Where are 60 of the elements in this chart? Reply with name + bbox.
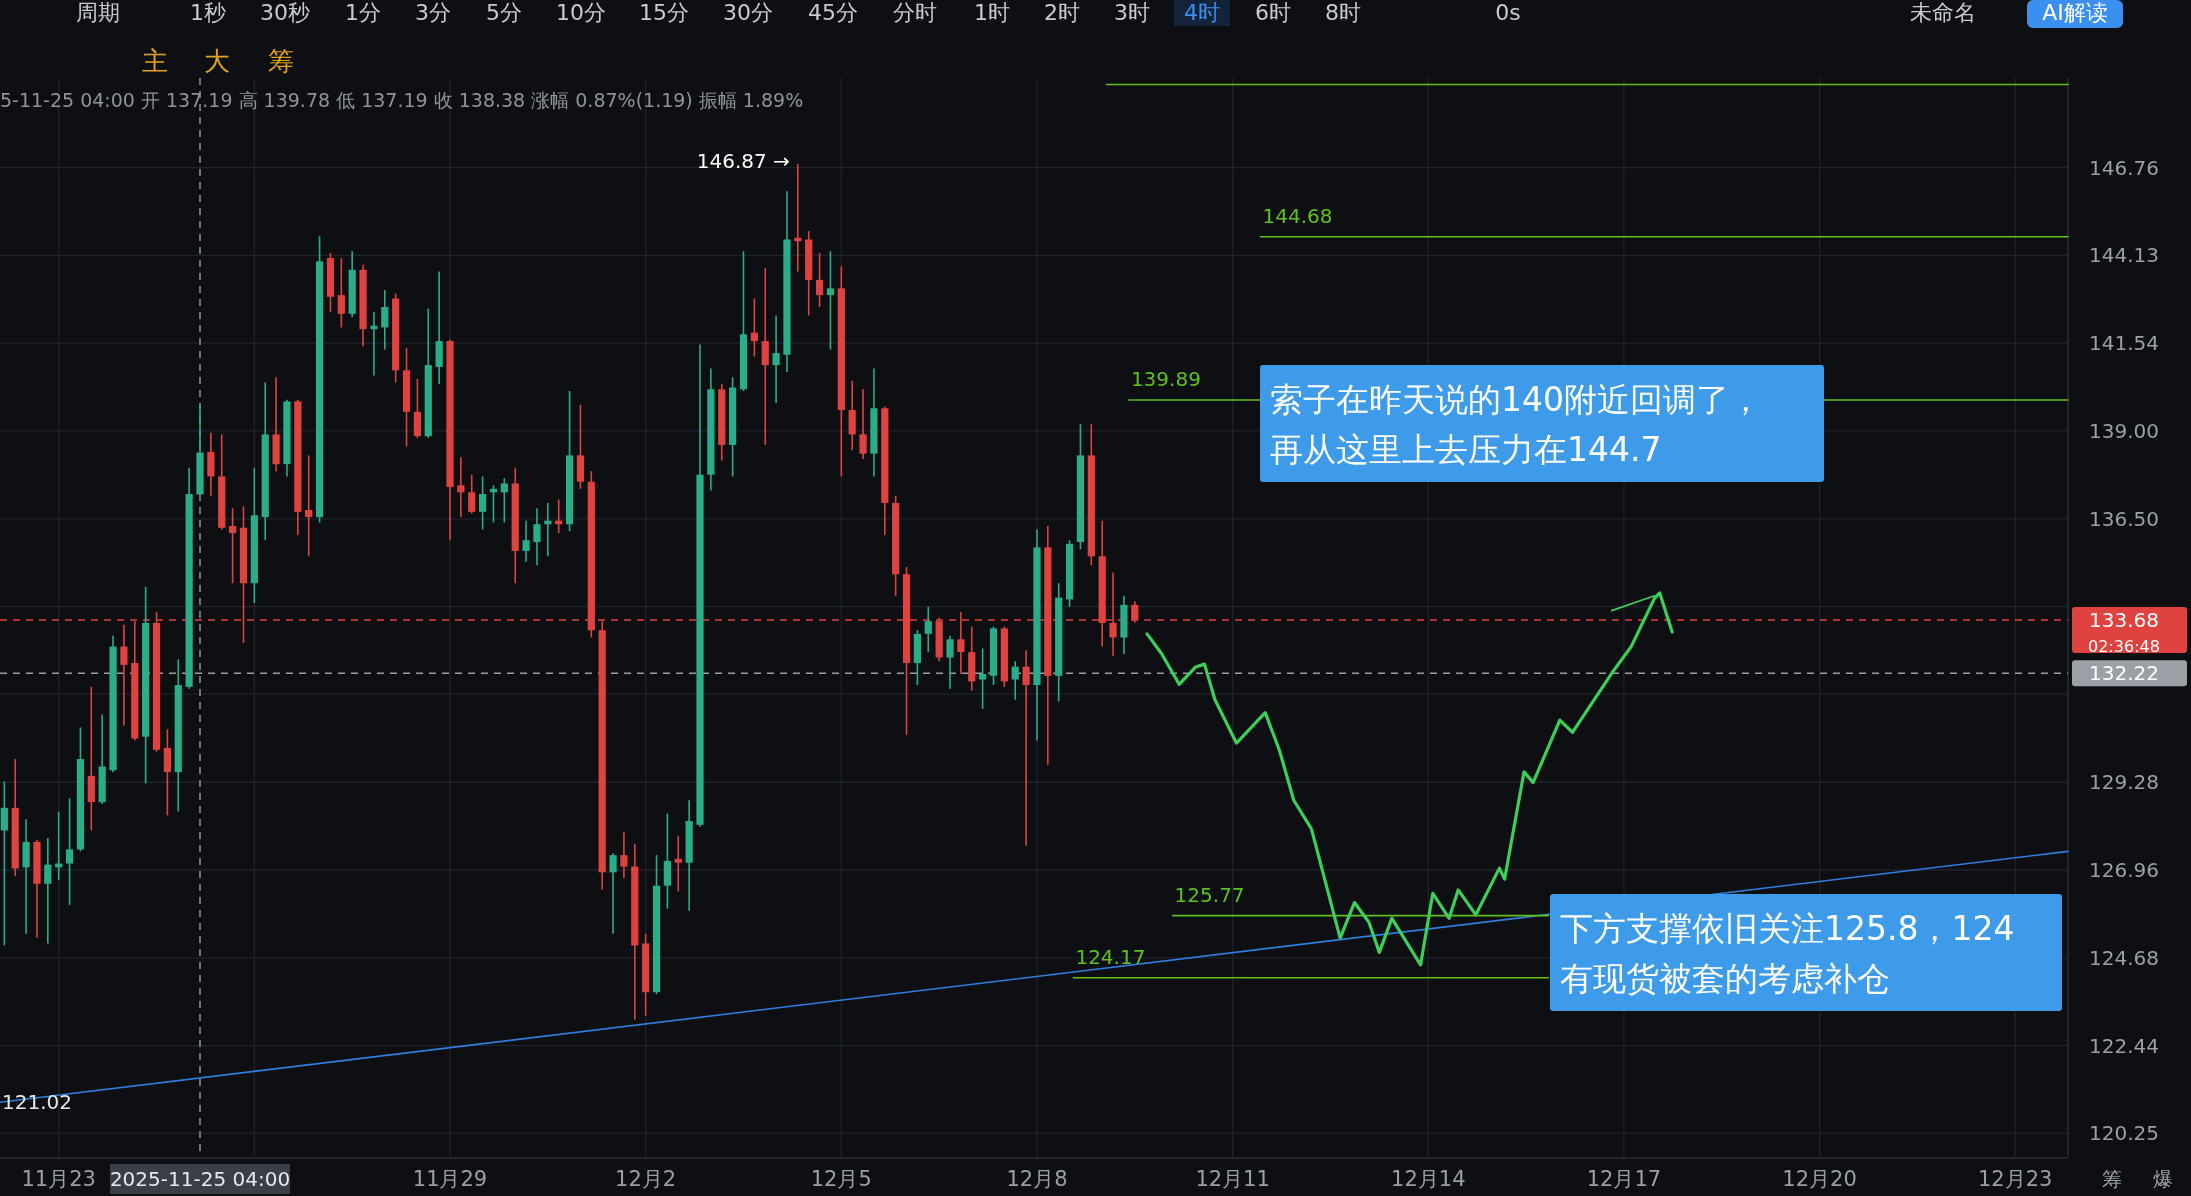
text: 筹: [268, 46, 294, 76]
y-tick-label: 139.00: [2089, 418, 2159, 443]
text: 45分: [808, 0, 858, 25]
y-tick-label: 126.96: [2089, 858, 2159, 883]
x-tick-label: 12月5: [810, 1167, 872, 1191]
text: 3分: [415, 0, 451, 25]
x-tick-label: 12月14: [1391, 1167, 1466, 1191]
text: 15分: [639, 0, 689, 25]
data-label: 139.89: [1130, 366, 1201, 391]
text: 未命名: [1910, 0, 1976, 25]
ref-line-label: 132.22: [2089, 661, 2159, 686]
y-tick-label: 120.25: [2089, 1121, 2159, 1146]
annotation: 下方支撑依旧关注125.8，124: [1560, 909, 2015, 948]
x-tick-label: 12月17: [1586, 1167, 1662, 1191]
data-label: 144.68: [1262, 203, 1333, 228]
x-tick-label: 12月11: [1195, 1167, 1270, 1191]
text: 10分: [556, 0, 606, 25]
text: 主: [142, 46, 168, 76]
x-tick-label: 12月2: [615, 1167, 677, 1191]
y-tick-label: 146.76: [2089, 155, 2159, 180]
x-tick-label: 12月8: [1006, 1167, 1068, 1191]
text: 6时: [1255, 0, 1291, 25]
annotation: 121.02: [2, 1090, 72, 1115]
y-tick-label: 136.50: [2089, 506, 2159, 531]
text: 1分: [345, 0, 381, 25]
text: AI解读: [2042, 0, 2108, 25]
data-label: 125.77: [1174, 882, 1245, 907]
data-label: 124.17: [1075, 944, 1146, 969]
y-tick-label: 124.68: [2089, 945, 2159, 970]
y-tick-label: 122.44: [2089, 1033, 2159, 1058]
x-tick-label: 11月29: [412, 1167, 488, 1191]
text: 4时: [1184, 0, 1220, 25]
annotation: 5-11-25 04:00 开 137.19 高 139.78 低 137.19 收 138.38 涨幅 0.87%(1.19) 振幅 1.89%: [0, 89, 804, 111]
text: 2时: [1044, 0, 1080, 25]
x-tick-label: 11月23: [21, 1167, 96, 1191]
annotation: 有现货被套的考虑补仓: [1560, 959, 1890, 998]
text: 8时: [1325, 0, 1361, 25]
text: 1时: [974, 0, 1010, 25]
text: 3时: [1114, 0, 1150, 25]
x-tick-label: 12月20: [1782, 1167, 1857, 1191]
text: 大: [204, 46, 230, 76]
y-tick-label: 144.13: [2089, 243, 2159, 268]
text: 分时: [893, 0, 937, 25]
annotation: 索子在昨天说的140附近回调了，: [1270, 380, 1762, 419]
y-tick-label: 141.54: [2089, 331, 2159, 356]
text: 5分: [486, 0, 522, 25]
text: 周期: [76, 0, 120, 25]
ref-line-label: 2025-11-25 04:00: [109, 1167, 291, 1191]
text: 筹: [2102, 1167, 2122, 1191]
ref-line-label: 133.68: [2089, 608, 2159, 633]
text: 02:36:48: [2088, 637, 2160, 656]
text: 爆: [2153, 1167, 2173, 1191]
annotation: 再从这里上去压力在144.7: [1270, 430, 1662, 469]
text: 0s: [1495, 0, 1521, 25]
annotation: 146.87 →: [696, 149, 790, 174]
y-tick-label: 129.28: [2089, 770, 2159, 795]
text: 1秒: [190, 0, 226, 25]
x-tick-label: 12月23: [1978, 1167, 2053, 1191]
text: 30秒: [260, 0, 310, 25]
text: 30分: [723, 0, 773, 25]
